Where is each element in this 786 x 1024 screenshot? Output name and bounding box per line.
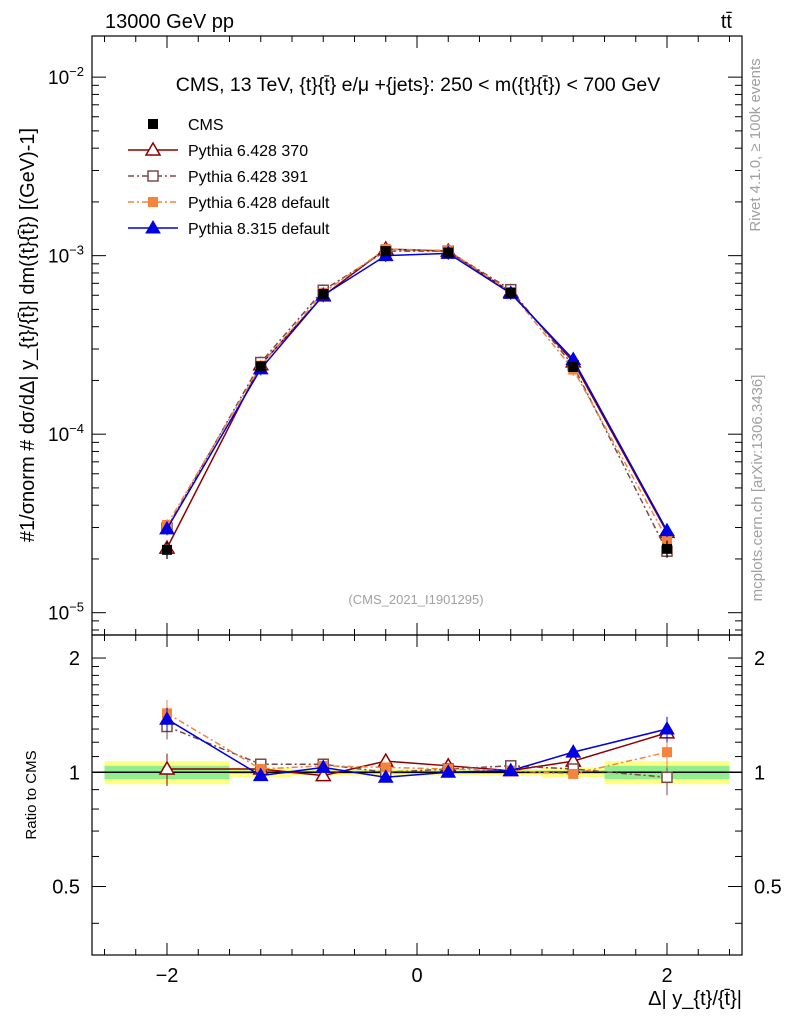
cms-point	[380, 246, 391, 257]
cms-point	[662, 543, 672, 554]
ratio-frame	[91, 634, 743, 956]
x-tick-label: 0	[411, 965, 422, 987]
legend-label: Pythia 6.428 391	[188, 169, 308, 186]
cms-point	[505, 287, 516, 298]
mcplots-url: mcplots.cern.ch [arXiv:1306.3436]	[749, 375, 766, 602]
y-tick-label-ratio: 1	[69, 762, 80, 784]
ratio-line	[167, 732, 668, 777]
y-tick-label-ratio-right: 2	[754, 648, 765, 670]
x-axis-label: Δ| y_{t}/{t̄}|	[648, 988, 742, 1010]
series-line	[166, 248, 668, 549]
watermark: (CMS_2021_I1901295)	[348, 592, 483, 607]
legend-item-cms: CMS	[148, 117, 224, 134]
y-tick-label-ratio-right: 1	[754, 762, 765, 784]
series-0	[158, 240, 676, 555]
y-axis-label-main: #1/σnorm # dσ/dΔ| y_{t}/{t̄}| dm({t}{t̄}…	[17, 128, 39, 542]
series-line	[166, 252, 668, 532]
data-point	[659, 522, 675, 537]
ratio-point	[568, 768, 579, 779]
legend-label: Pythia 8.315 default	[188, 221, 330, 238]
cms-point	[568, 361, 579, 372]
series-line	[166, 248, 668, 539]
y-tick-label-main: 10−4	[48, 421, 84, 446]
series-3	[159, 245, 675, 538]
y-tick-label-ratio-right: 0.5	[754, 877, 782, 899]
header-left: 13000 GeV pp	[105, 11, 234, 33]
ratio-point	[377, 769, 394, 783]
legend-marker	[148, 119, 158, 129]
data-point	[159, 520, 175, 535]
chart-title: CMS, 13 TeV, {t}{t̄} e/μ +{jets}: 250 < …	[176, 74, 660, 96]
ratio-line	[166, 725, 668, 779]
ratio-point	[440, 764, 457, 778]
y-tick-label-main: 10−3	[48, 243, 84, 268]
cms-point	[318, 288, 329, 299]
rivet-version: Rivet 4.1.0, ≥ 100k events	[747, 58, 764, 231]
y-tick-label-ratio: 2	[69, 648, 80, 670]
main-panel: 10−5 10−4 10−3 10−2 CMS, 13 TeV, {t}{t̄} e/…	[48, 35, 743, 636]
legend-label: CMS	[188, 117, 224, 134]
ratio-point	[158, 760, 176, 775]
legend-marker	[144, 141, 162, 156]
ratio-point	[159, 711, 175, 725]
ratio-point	[314, 767, 332, 782]
y-axis-label-main-text: #1/σnorm # dσ/dΔ| y_{t}/{t̄}| dm({t}{t̄}…	[17, 128, 39, 542]
legend-item-2: Pythia 6.428 default	[128, 195, 330, 212]
x-tick-label: 2	[661, 965, 672, 987]
y-axis-label-ratio: Ratio to CMS	[23, 750, 40, 839]
ratio-panel: −2 0 2 0.5 0.5 1 1 2 2	[52, 634, 782, 987]
header-right: tt̄	[721, 11, 733, 33]
cms-point	[162, 544, 172, 555]
series-line	[166, 250, 668, 552]
ratio-point	[315, 759, 332, 773]
legend-item-0: Pythia 6.428 370	[128, 141, 308, 160]
legend-marker	[145, 220, 161, 234]
series-2	[162, 243, 672, 546]
ratio-line	[166, 718, 668, 779]
y-tick-label-ratio: 0.5	[52, 877, 80, 899]
cms-point	[443, 247, 454, 258]
ratio-point	[659, 721, 675, 735]
x-tick-label: −2	[156, 965, 179, 987]
ratio-point	[252, 767, 269, 782]
ratio-series-3	[159, 707, 675, 783]
legend-label: Pythia 6.428 default	[188, 195, 330, 212]
cms-data	[162, 246, 672, 559]
ratio-point	[565, 744, 582, 758]
legend-item-3: Pythia 8.315 default	[128, 220, 330, 238]
y-tick-label-main: 10−5	[48, 600, 84, 625]
ratio-point	[662, 747, 672, 758]
legend-label: Pythia 6.428 370	[188, 143, 308, 160]
ratio-point	[502, 762, 519, 777]
y-tick-label-main: 10−2	[48, 64, 84, 89]
legend-item-1: Pythia 6.428 391	[128, 169, 308, 186]
ratio-series-2	[162, 700, 672, 780]
cms-point	[255, 361, 266, 372]
ratio-line	[166, 712, 668, 775]
ratio-point	[661, 771, 673, 784]
legend-marker	[148, 197, 158, 207]
legend-marker	[147, 170, 159, 182]
